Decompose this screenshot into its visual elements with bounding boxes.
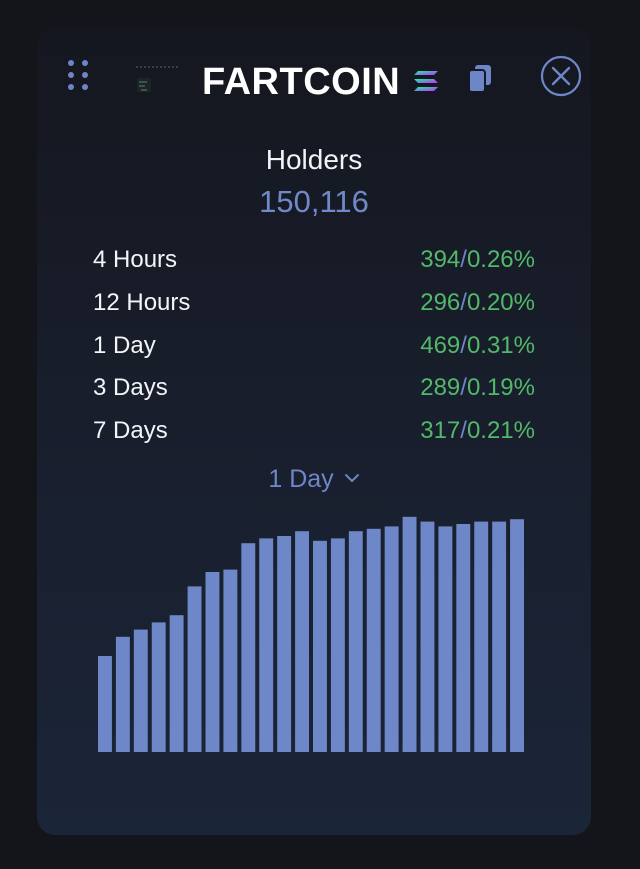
chart-bar [384,526,399,752]
change-label: 12 Hours [93,288,191,316]
change-percent: 0.26% [466,246,535,273]
change-percent: 0.20% [466,288,535,316]
chart-bar [241,543,256,752]
chart-bar [187,586,202,752]
token-logo [136,66,180,92]
chart-bar [348,531,363,752]
change-separator: / [460,331,467,359]
chart-bar [402,516,417,752]
chart-bar [223,569,238,752]
holders-count: 150,116 [259,184,369,219]
chart-bar [492,521,507,752]
chevron-down-icon [344,474,359,483]
chart-bar [115,636,130,752]
chart-bar [456,524,471,752]
change-row-1-day: 1 Day 469/0.31% [93,329,535,372]
copy-icon[interactable] [467,64,493,94]
chart-bar [133,629,148,752]
period-dropdown[interactable]: 1 Day [0,463,628,495]
drag-handle-icon[interactable] [66,58,88,92]
change-separator: / [460,288,467,316]
holders-bar-chart [98,516,524,752]
chart-bar [169,615,184,752]
chart-bar [438,526,453,752]
change-label: 3 Days [93,374,168,402]
change-row-4-hours: 4 Hours 394/0.26% [93,243,535,286]
change-row-3-days: 3 Days 289/0.19% [93,371,535,414]
change-value: 289/0.19% [420,371,535,405]
close-icon[interactable] [540,55,582,97]
chart-bar [330,538,345,752]
change-count: 317 [420,417,461,444]
change-count: 394 [420,246,461,273]
chart-bar [474,521,489,752]
change-row-7-days: 7 Days 317/0.21% [93,414,535,457]
token-name: FARTCOIN [202,61,401,103]
chart-bar [259,538,274,752]
change-value: 394/0.26% [420,243,535,277]
stat-title: Holders [265,144,363,175]
solana-icon [414,71,438,91]
change-row-12-hours: 12 Hours 296/0.20% [93,286,535,329]
change-percent: 0.21% [466,417,535,444]
change-percent: 0.19% [466,374,535,402]
change-value: 469/0.31% [420,329,535,363]
change-count: 469 [420,331,461,359]
change-value: 317/0.21% [420,414,535,448]
change-label: 7 Days [93,417,168,444]
change-separator: / [460,417,467,444]
change-value: 296/0.20% [420,286,535,320]
chart-bar [313,540,327,752]
chart-bar [510,519,524,752]
change-percent: 0.31% [466,331,535,359]
change-count: 289 [420,374,461,402]
chart-bar [420,521,435,752]
change-separator: / [460,246,467,273]
change-label: 4 Hours [93,246,178,273]
chart-bar [151,622,166,752]
widget-header: FARTCOIN [0,0,640,110]
chart-bar [277,536,292,752]
period-selected-label: 1 Day [268,465,334,493]
chart-bar [366,528,381,752]
holder-changes-list: 4 Hours 394/0.26% 12 Hours 296/0.20% 1 D… [93,243,535,457]
change-label: 1 Day [93,331,156,359]
change-separator: / [460,374,467,402]
chart-bar [295,531,309,752]
chart-bar [98,656,112,752]
change-count: 296 [420,288,461,316]
chart-bar [205,572,220,752]
